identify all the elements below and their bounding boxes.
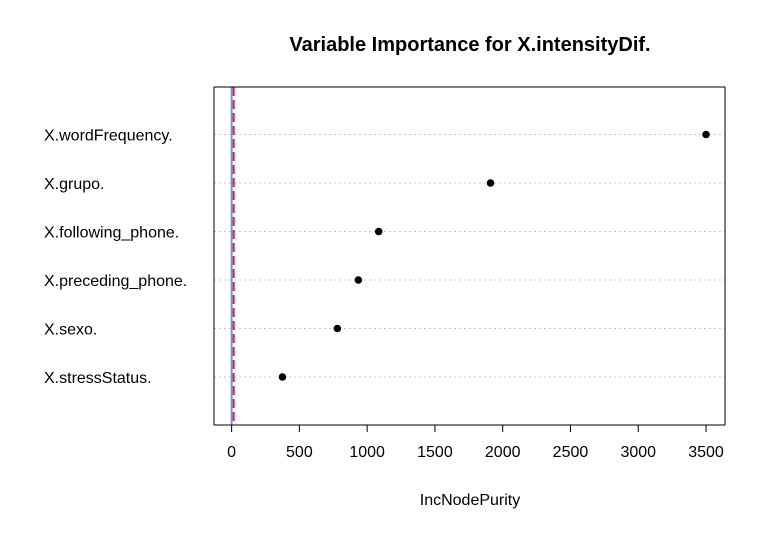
category-label: X.wordFrequency. xyxy=(44,128,173,145)
x-tick-label: 500 xyxy=(286,444,313,461)
x-tick-label: 1000 xyxy=(349,444,385,461)
chart-title: Variable Importance for X.intensityDif. xyxy=(289,34,650,56)
x-tick-label: 0 xyxy=(227,444,236,461)
x-tick-label: 2000 xyxy=(485,444,521,461)
data-point xyxy=(486,179,495,187)
data-point xyxy=(374,227,383,236)
category-label: X.following_phone. xyxy=(44,225,179,242)
x-tick-label: 2500 xyxy=(553,444,589,461)
x-tick-label: 3500 xyxy=(688,444,724,461)
category-label: X.preceding_phone. xyxy=(44,273,187,290)
x-tick-label: 1500 xyxy=(417,444,453,461)
x-axis: 0 500 1000 1500 2000 2500 3000 3500 xyxy=(227,424,724,461)
data-point xyxy=(278,373,287,381)
category-labels: X.wordFrequency. X.grupo. X.following_phon… xyxy=(44,128,187,388)
x-tick-label: 3000 xyxy=(620,444,656,461)
plot-frame xyxy=(213,86,726,426)
data-point xyxy=(354,276,363,284)
category-label: X.stressStatus. xyxy=(44,370,152,387)
grid-lines xyxy=(214,134,725,378)
x-axis-label: IncNodePurity xyxy=(420,492,521,509)
reference-lines xyxy=(230,87,235,425)
data-point xyxy=(702,130,710,139)
data-points xyxy=(278,130,710,381)
category-label: X.sexo. xyxy=(44,322,97,339)
category-label: X.grupo. xyxy=(44,176,104,193)
data-point xyxy=(333,324,342,333)
